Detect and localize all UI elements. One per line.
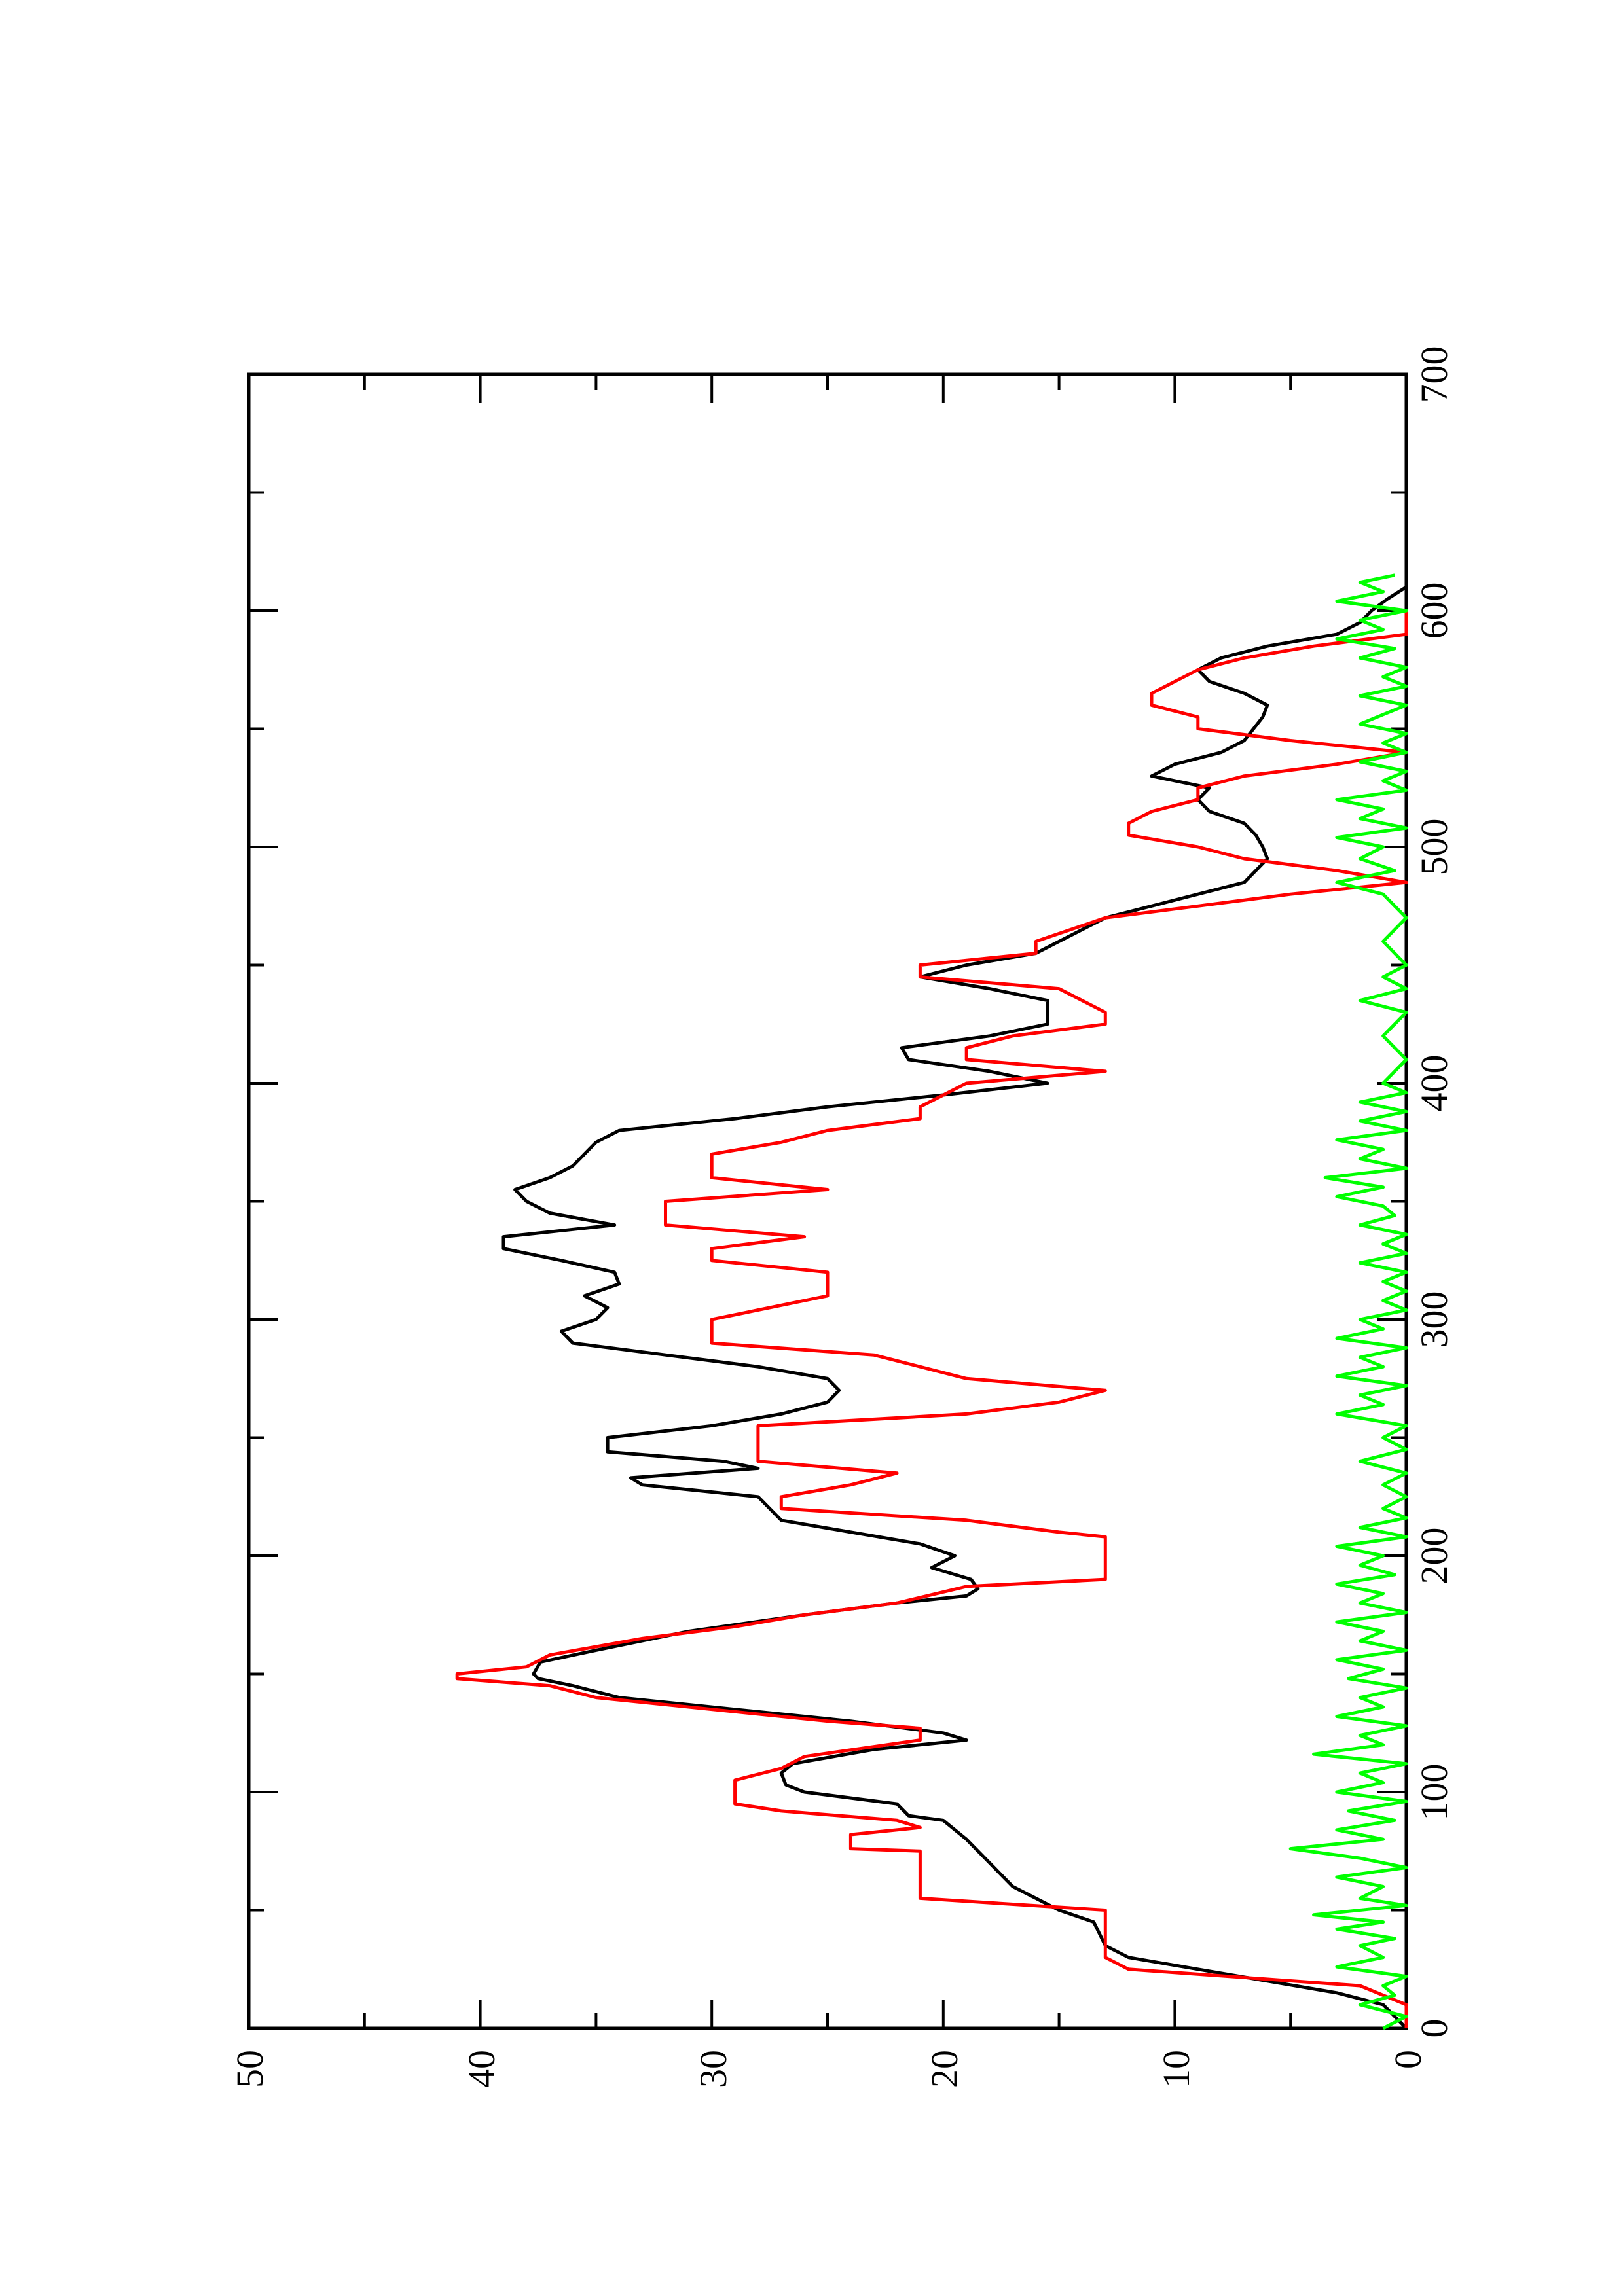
x-tick-label: 300 [1413, 1291, 1455, 1348]
x-tick-label: 500 [1413, 819, 1455, 876]
x-tick-label: 0 [1413, 2019, 1455, 2038]
plot-frame [247, 372, 1408, 2030]
series-lines [455, 573, 1408, 2030]
y-tick-label: 50 [228, 2050, 271, 2088]
series-line-1 [501, 585, 1408, 2030]
y-tick-label: 30 [692, 2050, 735, 2088]
y-tick-label: 20 [923, 2050, 966, 2088]
x-tick-label: 200 [1413, 1528, 1455, 1585]
y-tick-label: 10 [1155, 2050, 1197, 2088]
x-tick-label: 600 [1413, 583, 1455, 639]
x-tick-label: 100 [1413, 1764, 1455, 1821]
x-tick-label: 700 [1413, 346, 1455, 403]
series-line-2 [455, 611, 1408, 2028]
tick-marks [247, 373, 1408, 2030]
y-tick-label: 0 [1387, 2050, 1429, 2069]
y-tick-label: 40 [460, 2050, 503, 2088]
x-tick-label: 400 [1413, 1055, 1455, 1112]
series-line-3 [1288, 573, 1408, 2030]
